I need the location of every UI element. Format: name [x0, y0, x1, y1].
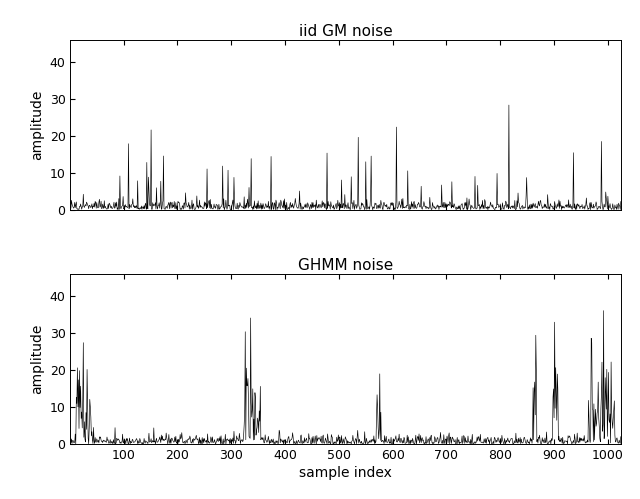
Title: iid GM noise: iid GM noise: [299, 24, 392, 39]
Y-axis label: amplitude: amplitude: [30, 324, 44, 394]
Y-axis label: amplitude: amplitude: [30, 90, 44, 160]
Title: GHMM noise: GHMM noise: [298, 258, 393, 273]
X-axis label: sample index: sample index: [299, 466, 392, 480]
